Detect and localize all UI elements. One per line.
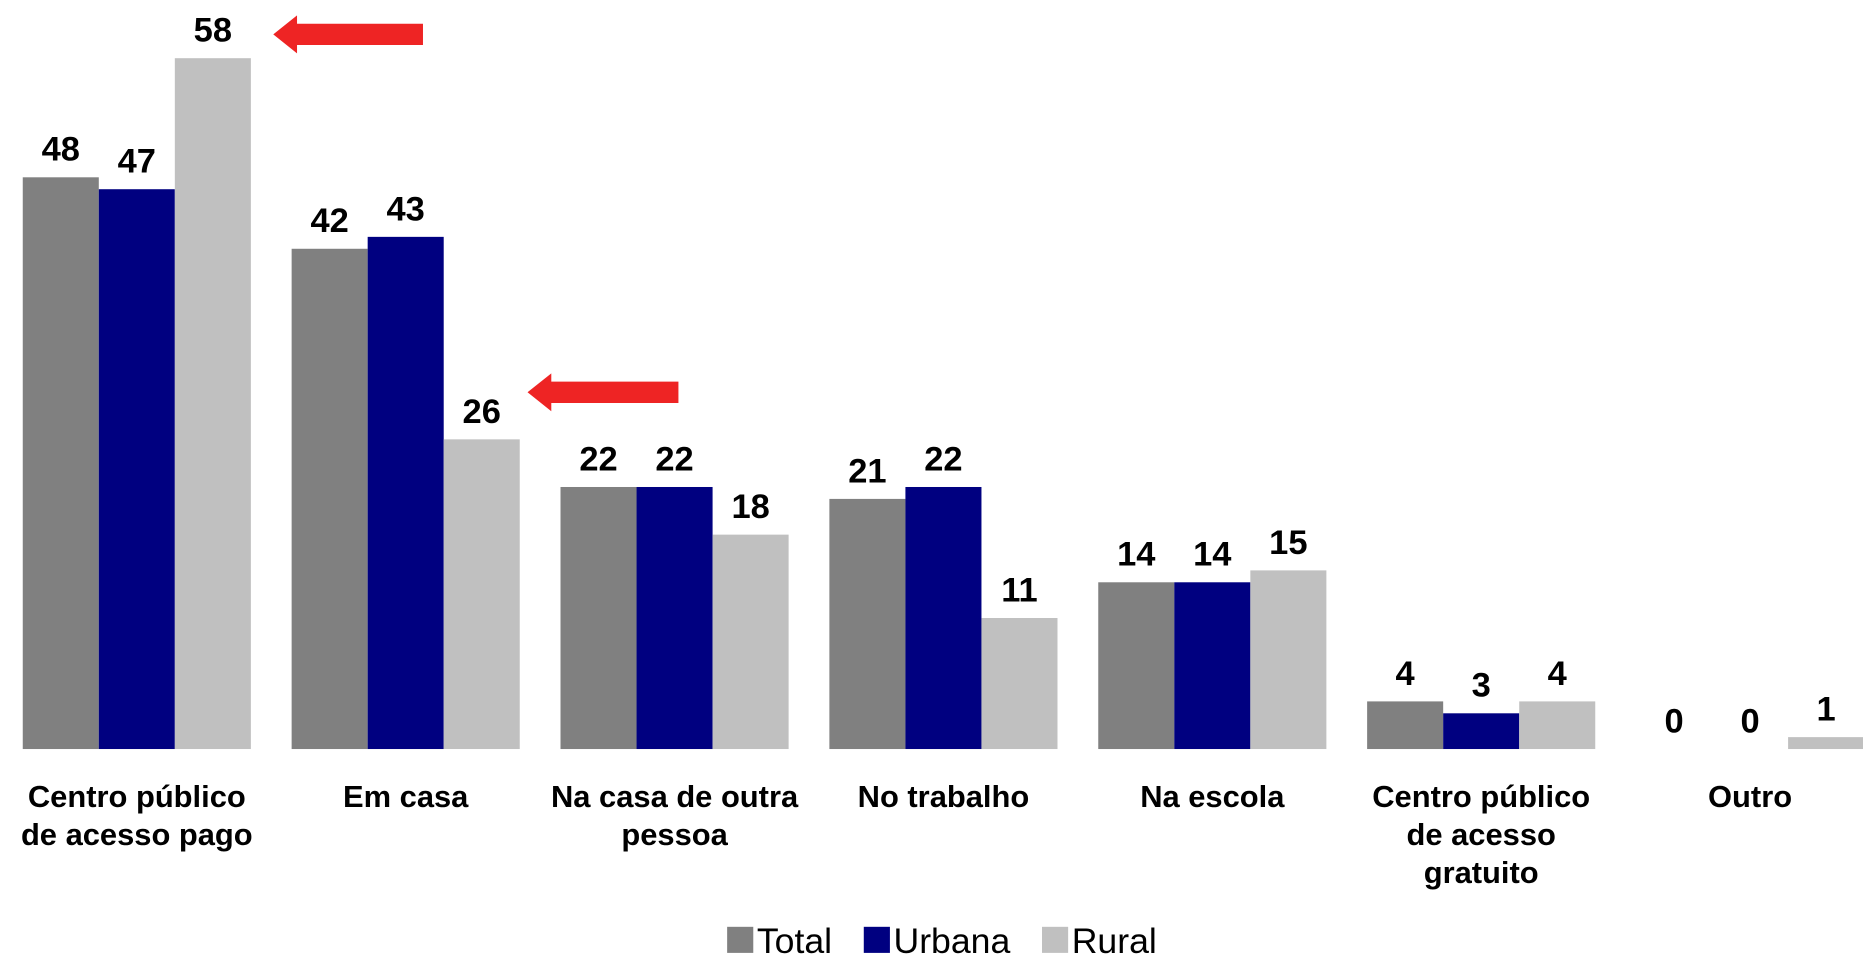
legend-label: Rural xyxy=(1072,921,1157,960)
value-label: 4 xyxy=(1396,655,1415,693)
x-tick-label: Centro público de acesso gratuito xyxy=(1372,779,1590,890)
value-label: 14 xyxy=(1193,536,1231,574)
bar xyxy=(560,486,637,750)
x-tick-label: Em casa xyxy=(343,779,469,814)
x-tick-label: Centro público de acesso pago xyxy=(21,779,253,852)
value-label: 47 xyxy=(118,143,156,181)
x-tick-label: Outro xyxy=(1708,779,1792,814)
x-tick-label: Na escola xyxy=(1140,779,1285,814)
bar xyxy=(367,236,444,750)
bar xyxy=(98,189,175,750)
legend-swatch xyxy=(727,926,754,953)
x-tick-label: Na casa de outra pessoa xyxy=(551,779,799,852)
value-label: 11 xyxy=(1001,571,1037,609)
value-label: 43 xyxy=(387,190,425,228)
legend-label: Total xyxy=(757,921,832,960)
bar xyxy=(1443,713,1520,750)
value-label: 22 xyxy=(579,440,617,478)
bar xyxy=(22,177,99,750)
value-label: 22 xyxy=(655,440,693,478)
bar xyxy=(1250,570,1327,750)
bar xyxy=(443,439,520,750)
value-label: 22 xyxy=(924,440,962,478)
bar xyxy=(291,248,368,750)
bar xyxy=(636,486,713,750)
bar xyxy=(1098,582,1175,750)
legend-swatch xyxy=(1041,926,1069,953)
bar xyxy=(829,498,906,750)
value-label: 58 xyxy=(194,12,232,50)
bar xyxy=(1174,582,1251,750)
value-label: 15 xyxy=(1269,524,1307,562)
value-label: 0 xyxy=(1664,702,1683,740)
bar xyxy=(1367,701,1444,750)
value-label: 18 xyxy=(731,488,769,526)
legend-swatch xyxy=(863,926,890,953)
arrow xyxy=(527,373,679,412)
value-label: 1 xyxy=(1817,691,1836,729)
bar xyxy=(905,486,982,750)
value-label: 26 xyxy=(463,393,501,431)
value-label: 48 xyxy=(42,131,80,169)
value-label: 21 xyxy=(848,452,886,490)
bar xyxy=(1788,737,1863,750)
bar xyxy=(981,618,1058,750)
bar xyxy=(174,58,251,750)
x-tick-label: No trabalho xyxy=(858,779,1030,814)
value-label: 0 xyxy=(1740,702,1759,740)
bar xyxy=(712,534,789,750)
bar xyxy=(1519,701,1596,750)
legend-label: Urbana xyxy=(893,921,1010,960)
value-label: 3 xyxy=(1472,667,1491,705)
value-label: 4 xyxy=(1548,655,1567,693)
value-label: 14 xyxy=(1117,536,1155,574)
value-label: 42 xyxy=(310,202,348,240)
arrow xyxy=(273,15,423,54)
